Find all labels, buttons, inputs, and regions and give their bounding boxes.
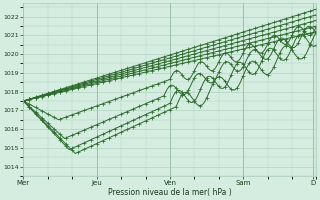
- X-axis label: Pression niveau de la mer( hPa ): Pression niveau de la mer( hPa ): [108, 188, 232, 197]
